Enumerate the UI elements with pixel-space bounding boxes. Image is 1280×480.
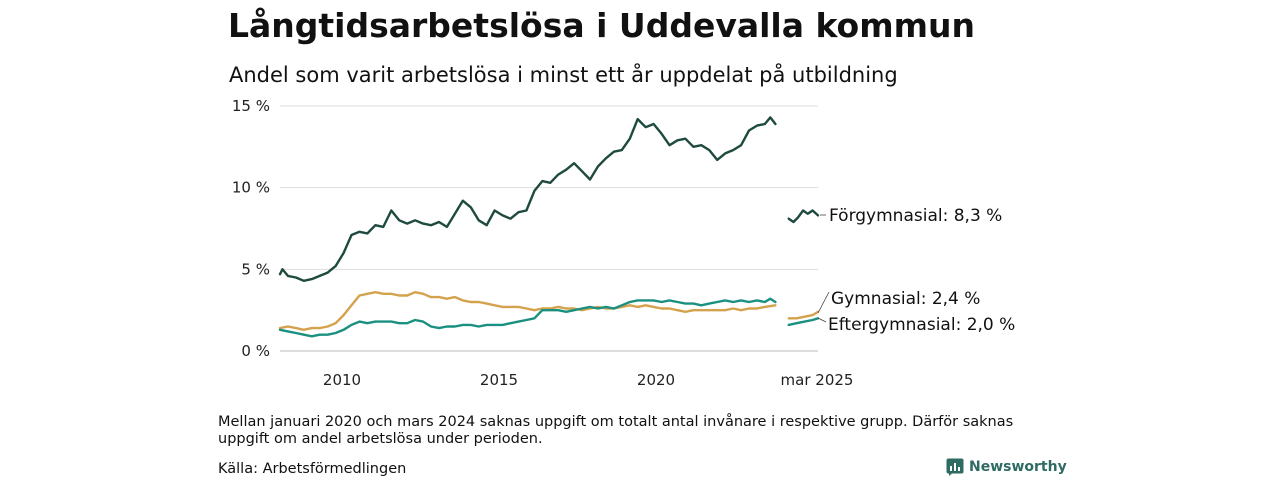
series-line-förgymnasial: [278, 116, 777, 282]
brand-logo[interactable]: Newsworthy: [946, 458, 1067, 476]
x-tick-label: mar 2025: [781, 371, 854, 389]
chart-title: Långtidsarbetslösa i Uddevalla kommun: [228, 6, 975, 45]
y-tick-label: 15 %: [232, 97, 270, 115]
series-end-label: Gymnasial: 2,4 %: [831, 289, 980, 309]
x-tick-label: 2015: [480, 371, 518, 389]
series-line-förgymnasial: [787, 209, 820, 224]
label-leader-line: [817, 291, 830, 314]
line-chart: 0 % 5 % 10 % 15 % 2010 2015 2020 mar 2025 Förgym…: [232, 97, 1015, 389]
series-line-eftergymnasial: [787, 317, 820, 327]
x-tick-label: 2010: [323, 371, 361, 389]
y-tick-label: 5 %: [241, 260, 270, 278]
brand-name: Newsworthy: [969, 459, 1067, 475]
series-line-eftergymnasial: [278, 297, 777, 338]
series-line-gymnasial: [787, 310, 820, 320]
series-line-gymnasial: [278, 291, 777, 331]
y-tick-label: 10 %: [232, 179, 270, 197]
series-end-label: Förgymnasial: 8,3 %: [829, 206, 1002, 226]
label-leader-line: [817, 317, 827, 323]
y-tick-label: 0 %: [241, 342, 270, 360]
footnote: Mellan januari 2020 och mars 2024 saknas…: [218, 414, 1014, 447]
x-tick-label: 2020: [637, 371, 675, 389]
series-end-label: Eftergymnasial: 2,0 %: [828, 315, 1015, 335]
chart-subtitle: Andel som varit arbetslösa i minst ett å…: [229, 63, 898, 87]
source-text: Källa: Arbetsförmedlingen: [218, 461, 407, 477]
newsworthy-icon: [946, 458, 964, 476]
